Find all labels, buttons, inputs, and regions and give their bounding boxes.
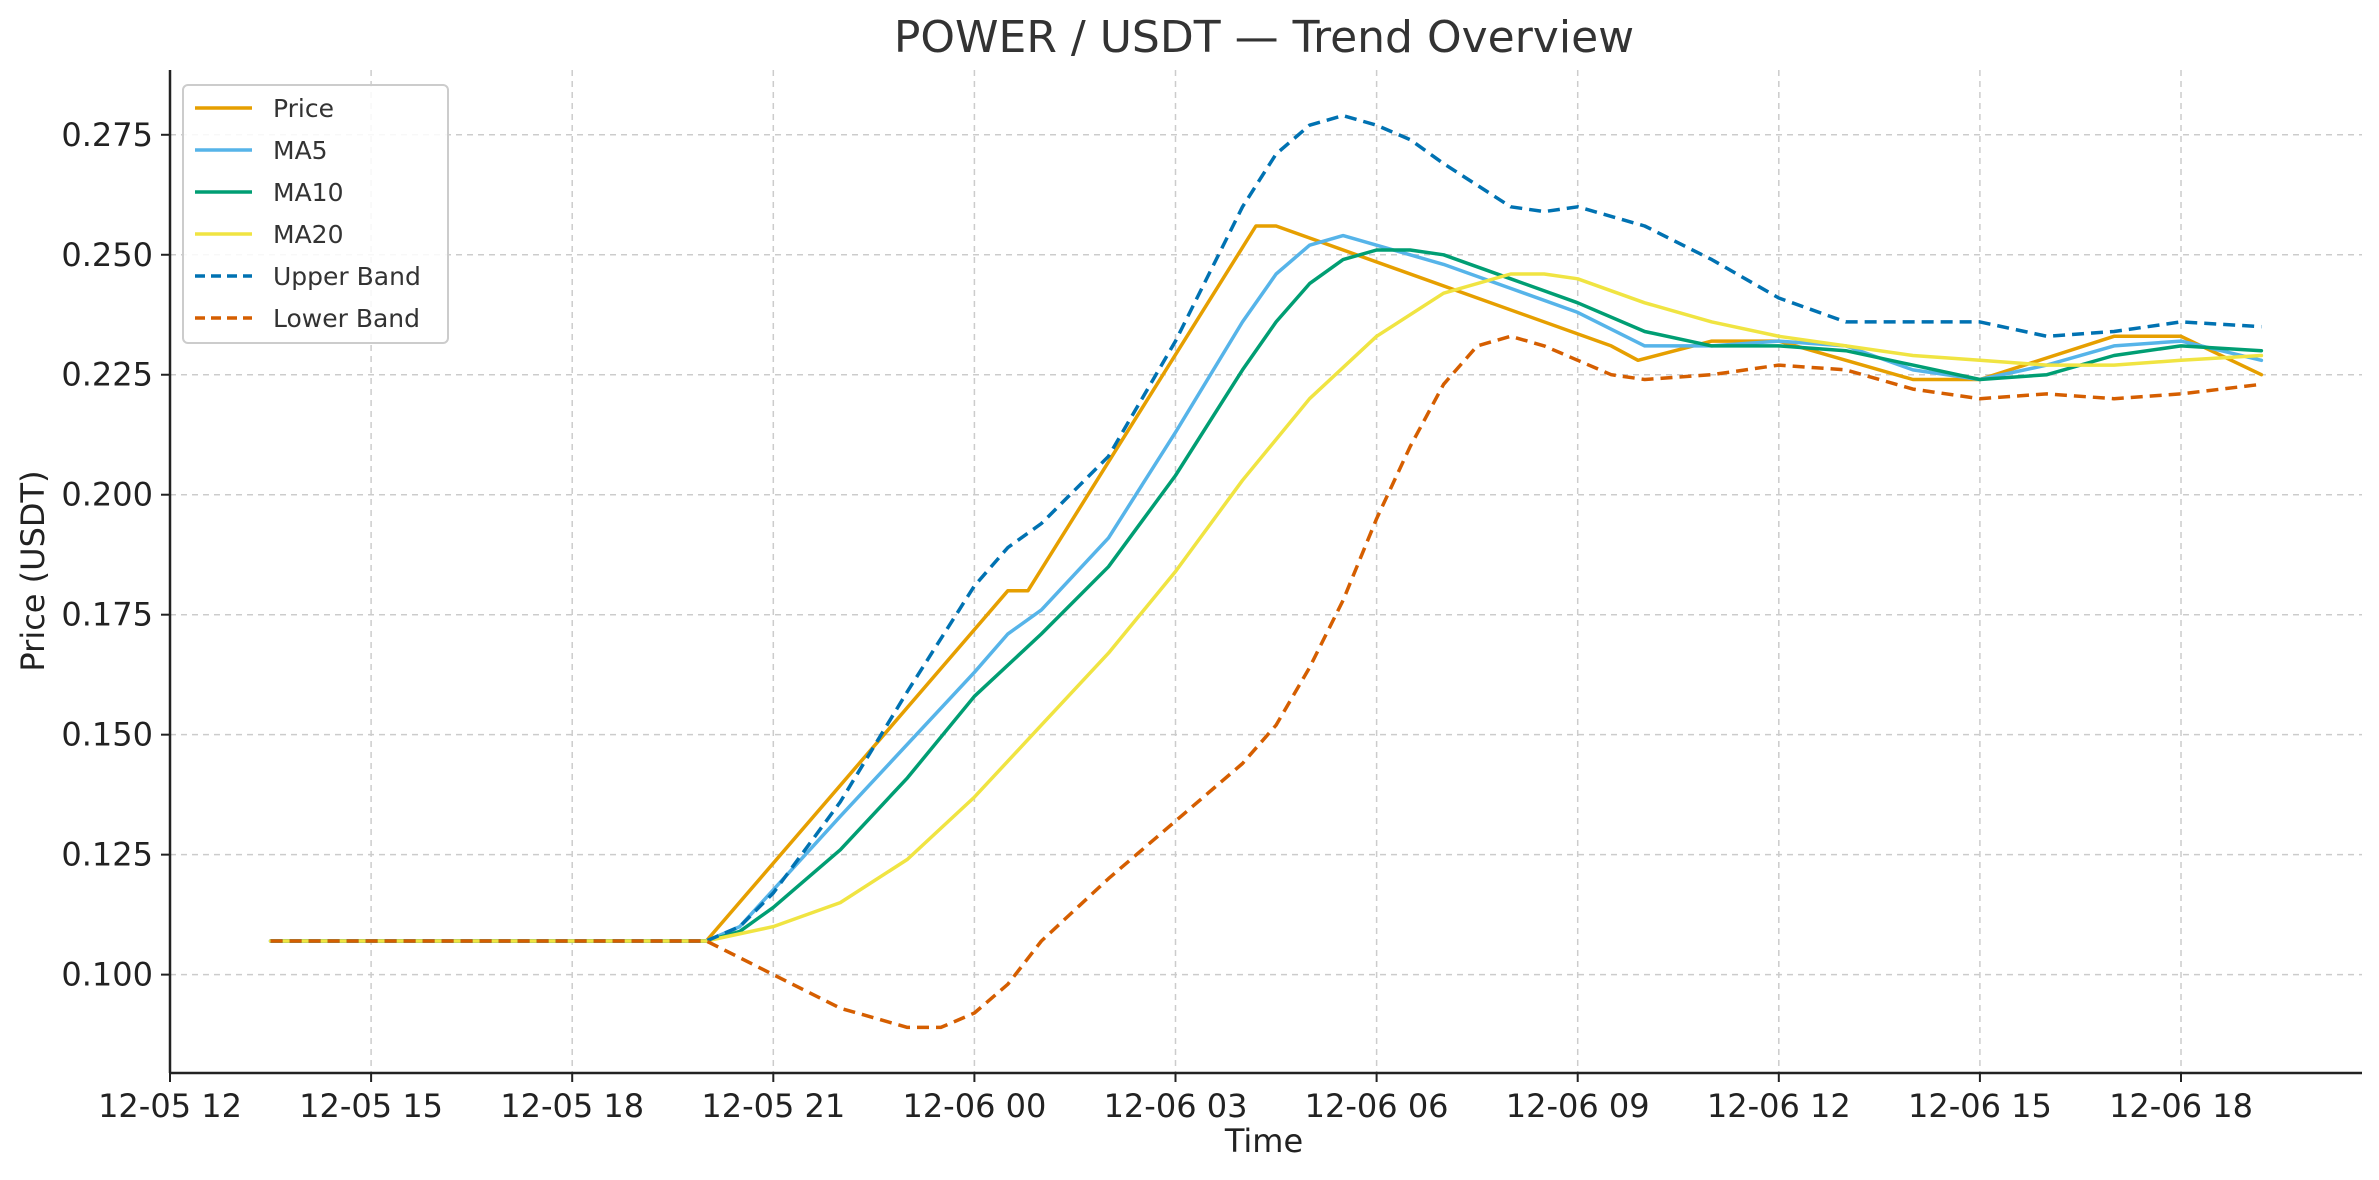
chart-title: POWER / USDT — Trend Overview xyxy=(894,12,1634,63)
x-tick-label: 12-06 18 xyxy=(2109,1087,2253,1125)
legend-label-ma20: MA20 xyxy=(273,220,343,249)
series-line-lower-band xyxy=(270,334,2262,1030)
legend-label-price: Price xyxy=(273,94,334,123)
y-axis-label: Price (USDT) xyxy=(14,470,52,671)
y-tick-label: 0.275 xyxy=(61,116,153,154)
y-tick-label: 0.150 xyxy=(61,716,153,754)
y-tick-label: 0.250 xyxy=(61,236,153,274)
legend-label-ma10: MA10 xyxy=(273,178,343,207)
y-tick-label: 0.200 xyxy=(61,476,153,514)
legend-label-upper-band: Upper Band xyxy=(273,262,421,291)
x-tick-label: 12-06 15 xyxy=(1908,1087,2052,1125)
legend-label-ma5: MA5 xyxy=(273,136,328,165)
x-axis-label: Time xyxy=(1224,1122,1303,1160)
y-tick-label: 0.100 xyxy=(61,956,153,994)
x-ticks: 12-05 12 12-05 15 12-05 18 12-05 21 12-06 00… xyxy=(98,1073,2253,1125)
grid xyxy=(169,70,2362,1073)
x-tick-label: 12-06 12 xyxy=(1707,1087,1851,1125)
series-lines xyxy=(268,113,2264,1030)
series-line-ma5 xyxy=(268,233,2264,943)
y-tick-label: 0.175 xyxy=(61,596,153,634)
x-tick-label: 12-05 21 xyxy=(701,1087,845,1125)
legend: Price MA5 MA10 MA20 Upper Band Lower Band xyxy=(182,84,449,344)
y-tick-label: 0.225 xyxy=(61,356,153,394)
x-tick-label: 12-06 00 xyxy=(902,1087,1046,1125)
series-line-price xyxy=(268,224,2264,943)
x-tick-label: 12-06 09 xyxy=(1506,1087,1650,1125)
series-line-upper-band xyxy=(270,113,2262,943)
legend-label-lower-band: Lower Band xyxy=(273,304,420,333)
axes xyxy=(168,70,2362,1075)
y-tick-label: 0.125 xyxy=(61,836,153,874)
x-tick-label: 12-06 06 xyxy=(1305,1087,1449,1125)
x-tick-label: 12-05 12 xyxy=(98,1087,242,1125)
x-tick-label: 12-05 18 xyxy=(500,1087,644,1125)
y-ticks: 0.100 0.125 0.150 0.175 0.200 0.225 0.250 0.275 xyxy=(61,116,170,994)
series-line-ma20 xyxy=(268,272,2264,943)
x-tick-label: 12-05 15 xyxy=(299,1087,443,1125)
x-tick-label: 12-06 03 xyxy=(1104,1087,1248,1125)
series-line-ma10 xyxy=(268,248,2264,943)
